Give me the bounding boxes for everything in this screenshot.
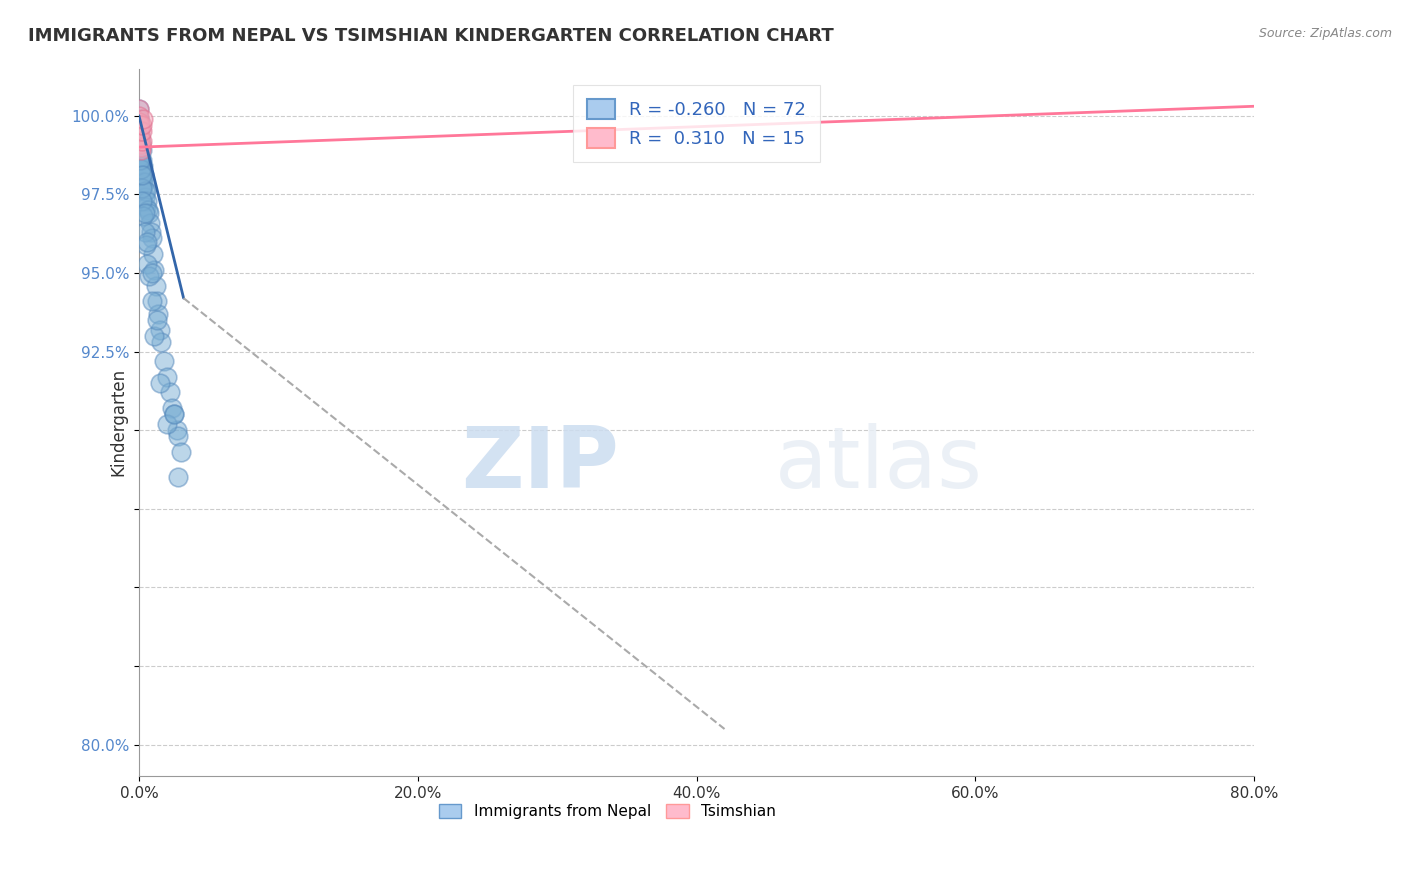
Point — [131, 134, 153, 148]
Point — [131, 143, 153, 157]
Point — [131, 194, 153, 208]
Y-axis label: Kindergarten: Kindergarten — [110, 368, 128, 476]
Point — [129, 150, 152, 164]
Point — [149, 376, 172, 390]
Point — [128, 128, 150, 142]
Point — [156, 417, 179, 431]
Point — [131, 169, 153, 183]
Point — [131, 153, 153, 167]
Point — [134, 225, 156, 239]
Point — [136, 235, 159, 249]
Point — [141, 231, 163, 245]
Point — [128, 115, 150, 129]
Point — [146, 313, 169, 327]
Point — [128, 136, 150, 151]
Point — [128, 115, 150, 129]
Point — [143, 262, 166, 277]
Point — [136, 202, 159, 217]
Point — [129, 143, 152, 157]
Point — [129, 153, 152, 167]
Legend: Immigrants from Nepal, Tsimshian: Immigrants from Nepal, Tsimshian — [433, 797, 782, 825]
Point — [129, 130, 152, 145]
Point — [129, 156, 152, 170]
Point — [131, 175, 153, 189]
Point — [131, 124, 153, 138]
Point — [156, 369, 179, 384]
Point — [128, 112, 150, 126]
Point — [128, 134, 150, 148]
Point — [132, 169, 155, 183]
Point — [128, 136, 150, 151]
Point — [150, 335, 173, 350]
Point — [134, 190, 156, 204]
Point — [139, 225, 162, 239]
Point — [128, 118, 150, 132]
Point — [136, 194, 159, 208]
Point — [129, 153, 152, 167]
Point — [128, 118, 150, 132]
Point — [128, 143, 150, 157]
Point — [128, 130, 150, 145]
Point — [139, 216, 162, 230]
Point — [142, 247, 165, 261]
Point — [134, 184, 156, 198]
Point — [129, 124, 152, 138]
Point — [163, 408, 186, 422]
Point — [132, 159, 155, 173]
Point — [138, 269, 160, 284]
Point — [148, 307, 170, 321]
Point — [153, 354, 176, 368]
Point — [128, 124, 150, 138]
Point — [167, 429, 190, 443]
Point — [141, 294, 163, 309]
Point — [162, 401, 184, 416]
Point — [134, 175, 156, 189]
Point — [138, 206, 160, 220]
Point — [159, 385, 181, 400]
Point — [128, 103, 150, 117]
Point — [135, 200, 157, 214]
Point — [128, 103, 150, 117]
Point — [143, 329, 166, 343]
Point — [167, 470, 190, 484]
Text: atlas: atlas — [775, 424, 983, 507]
Point — [170, 445, 193, 459]
Point — [149, 322, 172, 336]
Point — [128, 124, 150, 138]
Point — [132, 210, 155, 224]
Point — [132, 175, 155, 189]
Point — [141, 266, 163, 280]
Point — [128, 109, 150, 123]
Point — [134, 206, 156, 220]
Point — [131, 181, 153, 195]
Point — [135, 237, 157, 252]
Point — [166, 423, 188, 437]
Point — [128, 112, 150, 126]
Point — [131, 159, 153, 173]
Point — [163, 408, 186, 422]
Point — [128, 121, 150, 136]
Point — [146, 294, 169, 309]
Point — [131, 169, 153, 183]
Text: ZIP: ZIP — [461, 424, 619, 507]
Point — [129, 162, 152, 177]
Point — [129, 140, 152, 154]
Point — [135, 184, 157, 198]
Text: Source: ZipAtlas.com: Source: ZipAtlas.com — [1258, 27, 1392, 40]
Point — [129, 130, 152, 145]
Point — [131, 143, 153, 157]
Point — [131, 118, 153, 132]
Point — [129, 136, 152, 151]
Point — [132, 112, 155, 126]
Text: IMMIGRANTS FROM NEPAL VS TSIMSHIAN KINDERGARTEN CORRELATION CHART: IMMIGRANTS FROM NEPAL VS TSIMSHIAN KINDE… — [28, 27, 834, 45]
Point — [129, 136, 152, 151]
Point — [136, 256, 159, 270]
Point — [145, 278, 167, 293]
